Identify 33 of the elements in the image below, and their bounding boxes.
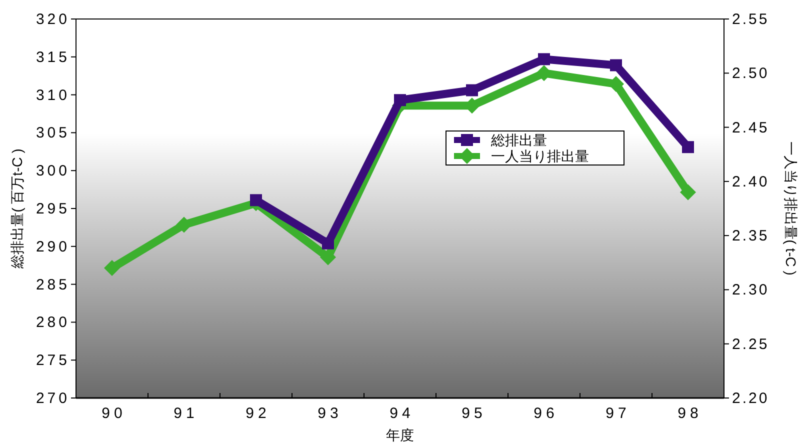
y-tick-label: 320 [36,11,70,28]
y2-tick-label: 2.50 [732,65,770,82]
y-tick-label: 285 [36,276,70,294]
x-tick-label: 95 [462,405,486,422]
y2-tick-label: 2.45 [732,119,770,136]
y-tick-label: 300 [36,162,70,180]
y2-tick-label: 2.40 [732,173,770,190]
y2-tick-label: 2.35 [732,228,770,245]
y2-tick-label: 2.55 [732,11,770,28]
y-tick-label: 280 [36,314,70,332]
x-tick-label: 92 [246,405,270,422]
y-tick-label: 315 [36,48,70,66]
y-axis-title: 総排出量( 百万t-C ) [9,148,25,270]
x-tick-label: 97 [606,405,630,422]
legend-label: 総排出量 [490,132,547,148]
y2-tick-label: 2.30 [732,282,770,299]
x-tick-label: 96 [534,405,558,422]
y2-tick-label: 2.25 [732,336,770,353]
y-tick-label: 290 [36,238,70,256]
legend-label: 一人当り排出量 [491,148,589,164]
x-tick-label: 93 [318,405,342,422]
y-tick-label: 305 [36,124,70,142]
y-tick-label: 270 [36,390,70,407]
y-tick-label: 275 [36,352,70,370]
x-tick-label: 91 [174,405,198,422]
y2-tick-label: 2.20 [732,390,770,407]
y-tick-label: 310 [36,86,70,104]
x-tick-label: 98 [678,405,702,422]
x-axis-title: 年度 [386,427,414,443]
y2-axis-title: 一人当り排出量( t-C ) [783,142,799,276]
y-tick-label: 295 [36,200,70,218]
x-tick-label: 94 [390,405,414,422]
x-tick-label: 90 [102,405,126,422]
